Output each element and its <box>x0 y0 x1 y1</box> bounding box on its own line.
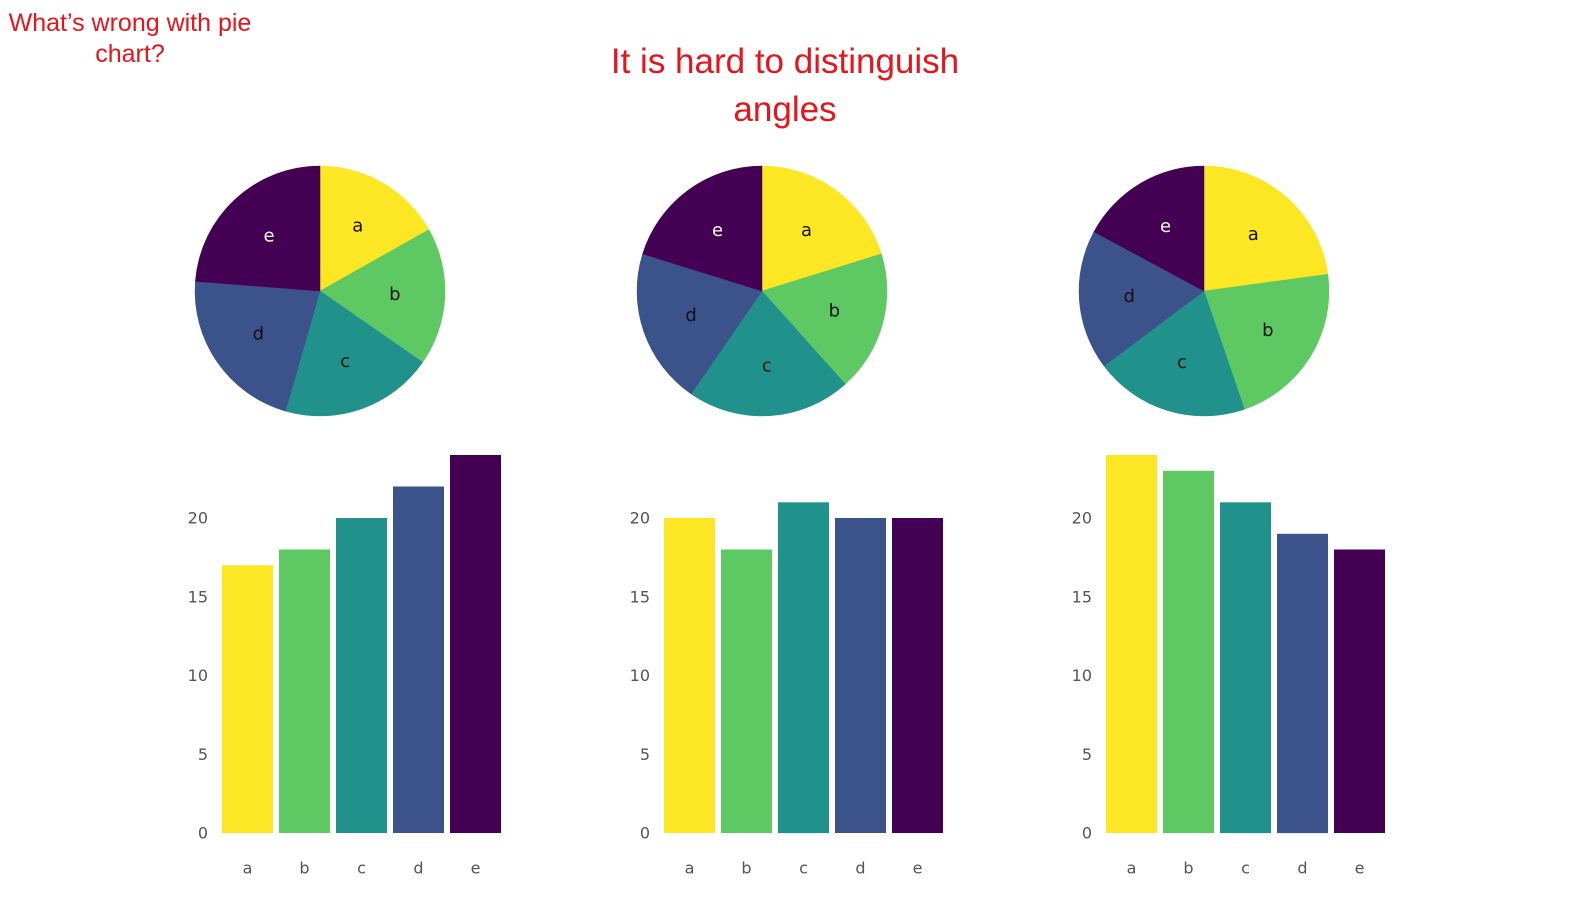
pie-1-slice-d <box>194 281 321 412</box>
bar-1-bar-e <box>450 455 501 833</box>
bar-3-ytick-10: 10 <box>1072 666 1092 685</box>
pie-1-slice-a <box>319 165 430 292</box>
pie-2-label-b: b <box>829 301 840 322</box>
bar-3-bar-b <box>1163 470 1214 834</box>
bar-1-xtick-d: d <box>413 859 423 878</box>
bar-3-bar-e <box>1334 549 1385 833</box>
bar-2-bar-c <box>778 502 829 834</box>
pie-2-slice-e <box>642 165 763 292</box>
bar-1-xtick-c: c <box>357 859 366 878</box>
bar-1-xtick-a: a <box>243 859 253 878</box>
bar-1-ytick-5: 5 <box>198 745 208 764</box>
bar-3-xtick-c: c <box>1241 859 1250 878</box>
pie-2-slice-b <box>761 253 888 385</box>
bar-1-bar-c <box>336 518 387 833</box>
bar-3-xtick-b: b <box>1183 859 1193 878</box>
bar-3-bar-c <box>1220 502 1271 834</box>
bar-1-bar-a <box>222 565 273 834</box>
bar-3-xtick-e: e <box>1355 859 1365 878</box>
pie-3-slice-d <box>1078 231 1205 367</box>
bar-1-ytick-10: 10 <box>188 666 208 685</box>
bar-3-xtick-a: a <box>1127 859 1137 878</box>
question-text: What’s wrong with pie chart? <box>8 9 252 68</box>
bar-2-ytick-20: 20 <box>630 509 650 528</box>
bar-2-bar-a <box>664 518 715 833</box>
bar-1-ytick-20: 20 <box>188 509 208 528</box>
pie-3-slice-a <box>1203 165 1329 292</box>
bar-2-ytick-0: 0 <box>640 824 650 843</box>
bar-3-ytick-20: 20 <box>1072 509 1092 528</box>
answer-text: It is hard to distinguish angles <box>610 42 960 129</box>
bar-3-ytick-5: 5 <box>1082 745 1092 764</box>
bar-2-ytick-15: 15 <box>630 587 650 606</box>
bar-1-bar-d <box>393 486 444 833</box>
bar-2-xtick-c: c <box>799 859 808 878</box>
bar-1-ytick-15: 15 <box>188 587 208 606</box>
pie-1-label-d: d <box>253 323 264 344</box>
pie-2-label-e: e <box>712 220 723 241</box>
pie-3-label-e: e <box>1160 216 1171 237</box>
pie-1-slice-b <box>319 229 446 363</box>
pie-1-slice-c <box>285 290 424 417</box>
bar-1-ytick-0: 0 <box>198 824 208 843</box>
bar-2-bar-d <box>835 518 886 833</box>
bar-1-xtick-b: b <box>299 859 309 878</box>
bar-2-xtick-a: a <box>685 859 695 878</box>
bar-1-xtick-e: e <box>471 859 481 878</box>
bar-3-ytick-15: 15 <box>1072 587 1092 606</box>
pie-3-slice-b <box>1203 273 1330 410</box>
pie-1-label-e: e <box>264 225 275 246</box>
bar-2-xtick-b: b <box>741 859 751 878</box>
bar-1-bar-b <box>279 549 330 833</box>
pie-1-label-b: b <box>389 284 400 305</box>
pie-3-label-d: d <box>1123 286 1134 307</box>
pie-2-slice-a <box>761 165 882 292</box>
pie-2-slice-d <box>636 253 763 395</box>
bar-2-xtick-d: d <box>855 859 865 878</box>
bar-3-bar-d <box>1277 533 1328 834</box>
bar-3-xtick-d: d <box>1297 859 1307 878</box>
bar-2-ytick-10: 10 <box>630 666 650 685</box>
pie-3-slice-e <box>1093 165 1205 292</box>
pie-2-slice-c <box>690 290 846 417</box>
bar-2-ytick-5: 5 <box>640 745 650 764</box>
pie-3-label-b: b <box>1262 320 1273 341</box>
bar-3-ytick-0: 0 <box>1082 824 1092 843</box>
pie-3-label-a: a <box>1248 224 1259 245</box>
pie-2-label-a: a <box>801 220 812 241</box>
pie-1-label-c: c <box>340 351 350 372</box>
pie-1-label-a: a <box>352 216 363 237</box>
pie-2-label-c: c <box>762 355 772 376</box>
bar-2-bar-e <box>892 518 943 833</box>
pie-2-label-d: d <box>685 305 696 326</box>
pie-3-slice-c <box>1103 290 1245 417</box>
bar-2-bar-b <box>721 549 772 833</box>
bar-2-xtick-e: e <box>913 859 923 878</box>
pie-1-slice-e <box>195 165 321 292</box>
pie-3-label-c: c <box>1177 352 1187 373</box>
bar-3-bar-a <box>1106 455 1157 833</box>
